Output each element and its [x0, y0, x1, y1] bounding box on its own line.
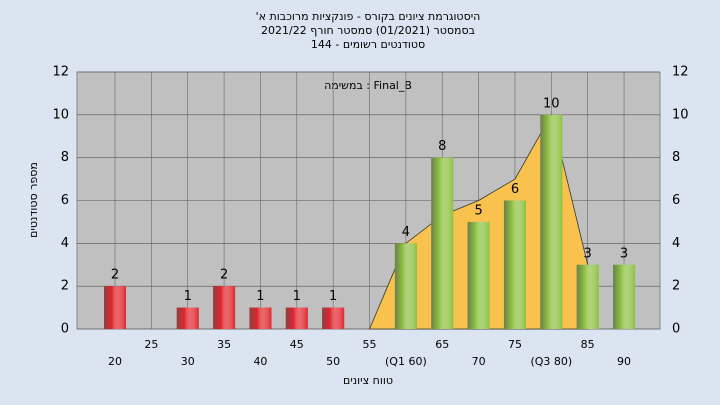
- bar-shine: [213, 286, 236, 329]
- y2-tick-label: 2: [672, 279, 680, 294]
- y-tick-label: 2: [61, 279, 69, 294]
- y-tick-label: 0: [61, 322, 69, 337]
- x-tick-label: 90: [617, 355, 631, 368]
- x-tick-label: 20: [108, 355, 122, 368]
- value-label: 8: [438, 139, 446, 154]
- y2-tick-label: 6: [672, 193, 680, 208]
- y2-tick-label: 12: [672, 65, 689, 80]
- y-tick-label: 4: [61, 236, 69, 251]
- bar-shine: [176, 307, 199, 329]
- chart-title: 'היסטוגרמת ציונים בקורס - פונקציות מרוכב…: [256, 10, 481, 23]
- value-label: 4: [402, 225, 410, 240]
- x-tick-label: 45: [290, 338, 304, 351]
- bar-shine: [613, 264, 636, 329]
- bar-shine: [503, 200, 526, 329]
- y-tick-label: 12: [52, 65, 69, 80]
- bar-shine: [322, 307, 345, 329]
- y-tick-label: 10: [52, 107, 69, 122]
- chart-subtitle: 144 - סטודנטים רשומים: [311, 38, 425, 51]
- value-label: 3: [584, 246, 592, 261]
- x-tick-label: 30: [181, 355, 195, 368]
- x-tick-label: (Q1 60): [385, 355, 427, 368]
- y2-tick-label: 4: [672, 236, 680, 251]
- x-axis-label: טווח ציונים: [343, 374, 393, 387]
- value-label: 1: [256, 289, 264, 304]
- x-tick-label: 70: [472, 355, 486, 368]
- chart-subtitle: בסמסטר (01/2021) סמסטר חורף 2021/22: [261, 24, 475, 37]
- x-tick-label: 85: [581, 338, 595, 351]
- x-tick-label: 65: [435, 338, 449, 351]
- bar-shine: [104, 286, 126, 329]
- value-label: 1: [184, 289, 192, 304]
- x-tick-label: (Q3 80): [530, 355, 572, 368]
- bar-shine: [467, 221, 490, 329]
- y-axis-label: מספר סטודנטים: [27, 162, 40, 238]
- y2-tick-label: 10: [672, 107, 689, 122]
- y2-tick-label: 8: [672, 150, 680, 165]
- bar-shine: [540, 114, 563, 329]
- bar-shine: [576, 264, 599, 329]
- value-label: 2: [111, 268, 119, 283]
- y2-tick-label: 0: [672, 322, 680, 337]
- bar-shine: [431, 157, 454, 329]
- value-label: 5: [474, 203, 482, 218]
- y-tick-label: 8: [61, 150, 69, 165]
- x-tick-label: 55: [363, 338, 377, 351]
- value-label: 1: [329, 289, 337, 304]
- y-tick-label: 6: [61, 193, 69, 208]
- x-tick-label: 75: [508, 338, 522, 351]
- value-label: 2: [220, 268, 228, 283]
- value-label: 10: [543, 96, 560, 111]
- bar-shine: [249, 307, 272, 329]
- value-label: 6: [511, 182, 519, 197]
- bar-shine: [394, 243, 417, 329]
- x-tick-label: 35: [217, 338, 231, 351]
- x-tick-label: 50: [326, 355, 340, 368]
- annotation: במשימה : Final_B: [324, 79, 412, 92]
- x-tick-label: 40: [253, 355, 267, 368]
- x-tick-label: 25: [144, 338, 158, 351]
- bar-shine: [285, 307, 308, 329]
- value-label: 1: [293, 289, 301, 304]
- value-label: 3: [620, 246, 628, 261]
